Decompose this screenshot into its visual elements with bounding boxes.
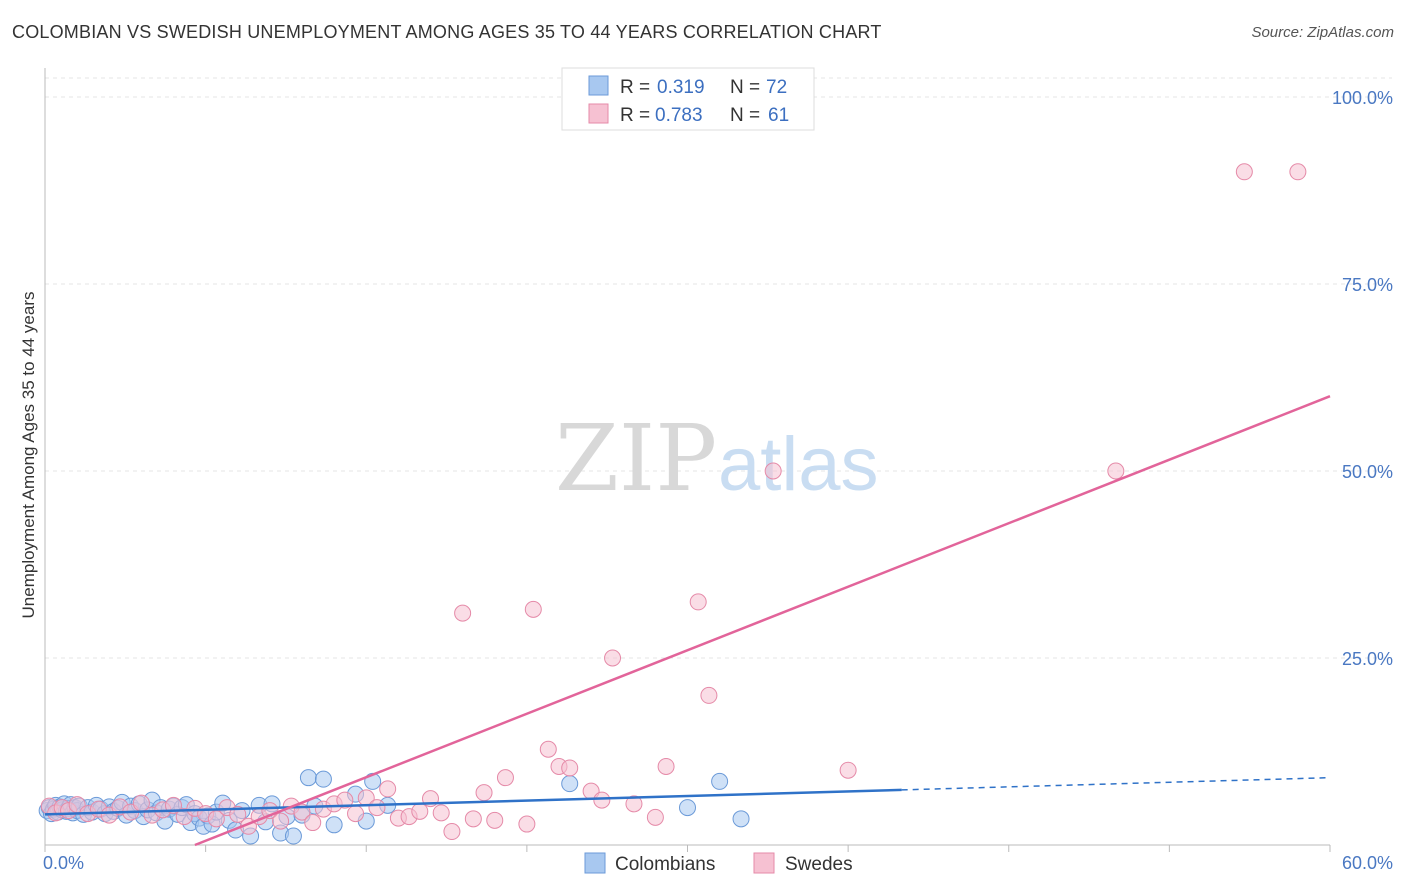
x-tick-label: 60.0% xyxy=(1342,853,1393,873)
data-point-swedes xyxy=(454,604,472,622)
data-point-swedes xyxy=(207,810,225,828)
legend-bottom-label-swedes: Swedes xyxy=(785,854,853,875)
legend-n-value: 61 xyxy=(768,105,789,126)
data-point-swedes xyxy=(1235,163,1253,181)
data-point-swedes xyxy=(1107,462,1125,480)
data-point-swedes xyxy=(379,780,397,798)
watermark-atlas: atlas xyxy=(718,422,879,507)
legend-r-value: 0.783 xyxy=(655,105,703,126)
data-point-colombians xyxy=(561,775,579,793)
data-point-swedes xyxy=(443,823,461,841)
data-point-swedes xyxy=(561,759,579,777)
legend-n-label: N = xyxy=(730,77,760,98)
legend-bottom-swatch-colombians xyxy=(584,852,606,874)
data-point-colombians xyxy=(284,827,302,845)
data-point-swedes xyxy=(336,791,354,809)
data-point-swedes xyxy=(657,757,675,775)
data-point-swedes xyxy=(496,769,514,787)
grid xyxy=(45,77,1392,659)
data-point-colombians xyxy=(732,810,750,828)
data-point-swedes xyxy=(764,462,782,480)
data-point-colombians xyxy=(314,770,332,788)
data-point-colombians xyxy=(679,799,696,817)
data-point-swedes xyxy=(604,649,622,667)
chart-title: COLOMBIAN VS SWEDISH UNEMPLOYMENT AMONG … xyxy=(12,22,882,42)
data-point-colombians xyxy=(325,816,343,834)
data-point-swedes xyxy=(347,805,365,823)
data-point-swedes xyxy=(524,600,542,618)
points-layer xyxy=(38,163,1307,845)
legend-row-swedes: R = 0.783 N = 61 xyxy=(588,103,789,126)
data-point-swedes xyxy=(272,812,290,830)
data-point-swedes xyxy=(1289,163,1307,181)
data-point-colombians xyxy=(299,769,317,787)
legend-bottom: Colombians Swedes xyxy=(584,852,853,875)
legend-r-label: R = xyxy=(620,105,650,126)
source-label: Source: ZipAtlas.com xyxy=(1251,24,1394,41)
legend-swatch-colombians xyxy=(588,75,609,96)
y-tick-label: 100.0% xyxy=(1332,88,1393,108)
axes xyxy=(44,68,1331,852)
data-point-swedes xyxy=(593,791,611,809)
y-axis-label: Unemployment Among Ages 35 to 44 years xyxy=(19,292,38,619)
y-tick-label: 25.0% xyxy=(1342,649,1393,669)
legend-top: R = 0.319 N = 72 R = 0.783 N = 61 xyxy=(561,67,815,131)
trend-line-colombians xyxy=(44,788,902,816)
legend-row-colombians: R = 0.319 N = 72 xyxy=(588,75,787,98)
x-tick-label: 0.0% xyxy=(43,853,84,873)
data-point-swedes xyxy=(518,815,536,833)
legend-r-label: R = xyxy=(620,77,650,98)
trend-lines xyxy=(44,395,1331,847)
data-point-swedes xyxy=(646,808,664,826)
data-point-swedes xyxy=(625,795,643,813)
data-point-swedes xyxy=(689,593,707,611)
data-point-swedes xyxy=(432,804,450,822)
data-point-colombians xyxy=(711,772,729,790)
tick-labels: 25.0% 50.0% 75.0% 100.0% 0.0% 60.0% xyxy=(43,88,1393,873)
data-point-swedes xyxy=(539,740,557,758)
data-point-swedes xyxy=(229,805,247,823)
trend-line-swedes xyxy=(194,395,1331,847)
data-point-swedes xyxy=(475,784,493,802)
data-point-swedes xyxy=(411,802,429,820)
watermark-zip: ZIP xyxy=(555,405,717,512)
data-point-swedes xyxy=(700,686,718,704)
data-point-swedes xyxy=(486,811,504,829)
legend-swatch-swedes xyxy=(588,103,609,124)
legend-bottom-label-colombians: Colombians xyxy=(615,854,715,875)
legend-n-value: 72 xyxy=(766,77,787,98)
watermark: ZIP atlas xyxy=(555,405,879,512)
trend-line-dashed-colombians xyxy=(901,776,1331,791)
data-point-swedes xyxy=(304,814,322,832)
y-tick-label: 50.0% xyxy=(1342,462,1393,482)
legend-r-value: 0.319 xyxy=(657,77,705,98)
legend-n-label: N = xyxy=(730,105,760,126)
data-point-swedes xyxy=(368,799,386,817)
legend-bottom-swatch-swedes xyxy=(753,852,775,874)
y-tick-label: 75.0% xyxy=(1342,275,1393,295)
data-point-swedes xyxy=(839,761,857,779)
data-point-swedes xyxy=(464,810,482,828)
